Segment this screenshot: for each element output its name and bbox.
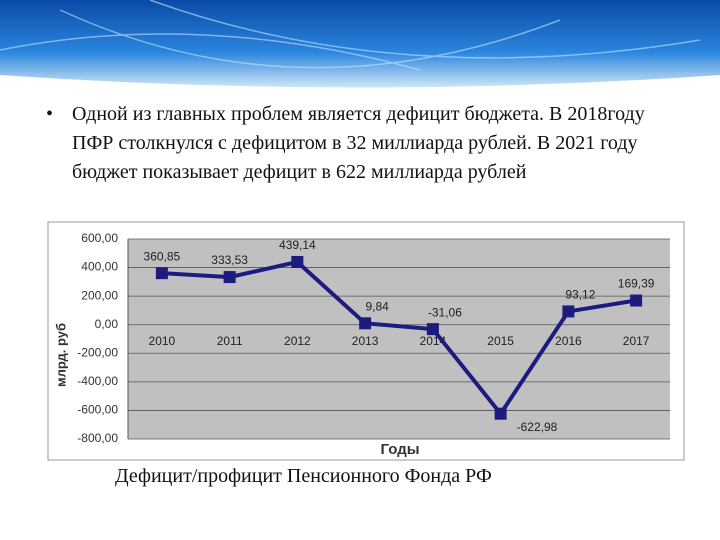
value-label: 169,39 bbox=[618, 277, 655, 291]
plot-area bbox=[128, 239, 670, 439]
marker bbox=[155, 267, 168, 280]
y-tick-label: 200,00 bbox=[81, 288, 118, 302]
value-label: 333,53 bbox=[211, 253, 248, 267]
x-axis-title: Годы bbox=[380, 441, 419, 458]
bullet-text: Одной из главных проблем является дефици… bbox=[46, 100, 672, 187]
value-label: 93,12 bbox=[565, 288, 595, 302]
value-label: -622,98 bbox=[517, 420, 558, 434]
x-tick-label: 2012 bbox=[284, 334, 311, 348]
x-tick-label: 2016 bbox=[555, 334, 582, 348]
marker bbox=[291, 255, 304, 268]
value-label: 360,85 bbox=[144, 249, 181, 263]
line bbox=[161, 259, 637, 418]
x-tick-label: 2017 bbox=[623, 334, 650, 348]
value-label: 439,14 bbox=[279, 238, 316, 252]
marker bbox=[630, 294, 643, 307]
y-tick-label: -600,00 bbox=[77, 403, 118, 417]
chart-caption: Дефицит/профицит Пенсионного Фонда РФ bbox=[115, 465, 492, 487]
marker bbox=[426, 323, 439, 336]
value-label: -31,06 bbox=[428, 305, 462, 319]
marker bbox=[562, 305, 575, 318]
y-tick-label: -400,00 bbox=[77, 374, 118, 388]
x-tick-label: 2015 bbox=[487, 334, 514, 348]
y-tick-label: -200,00 bbox=[77, 345, 118, 359]
y-tick-label: 0,00 bbox=[95, 317, 119, 331]
banner-lines bbox=[0, 0, 701, 71]
x-tick-label: 2011 bbox=[217, 334, 243, 348]
x-tick-label: 2013 bbox=[352, 334, 379, 348]
marker bbox=[359, 317, 372, 330]
y-tick-label: 400,00 bbox=[81, 260, 118, 274]
x-tick-label: 2010 bbox=[149, 334, 176, 348]
y-axis-title: млрд. руб bbox=[53, 323, 68, 387]
marker bbox=[223, 271, 236, 284]
banner bbox=[0, 0, 720, 88]
marker bbox=[494, 407, 507, 420]
y-tick-label: -800,00 bbox=[77, 431, 118, 445]
y-tick-label: 600,00 bbox=[81, 231, 118, 245]
value-label: 9,84 bbox=[365, 299, 389, 313]
